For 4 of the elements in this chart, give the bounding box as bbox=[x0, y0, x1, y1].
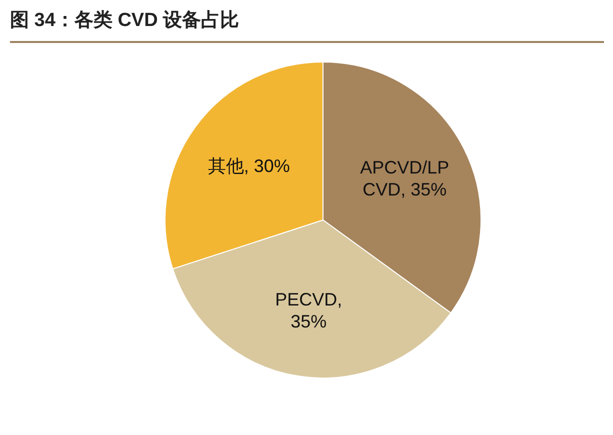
slice-label: PECVD, 35% bbox=[275, 290, 342, 332]
chart-title: 图 34：各类 CVD 设备占比 bbox=[10, 9, 240, 31]
slice-label: APCVD/LP CVD, 35% bbox=[360, 157, 450, 200]
slice-label: 其他, 30% bbox=[208, 156, 290, 176]
